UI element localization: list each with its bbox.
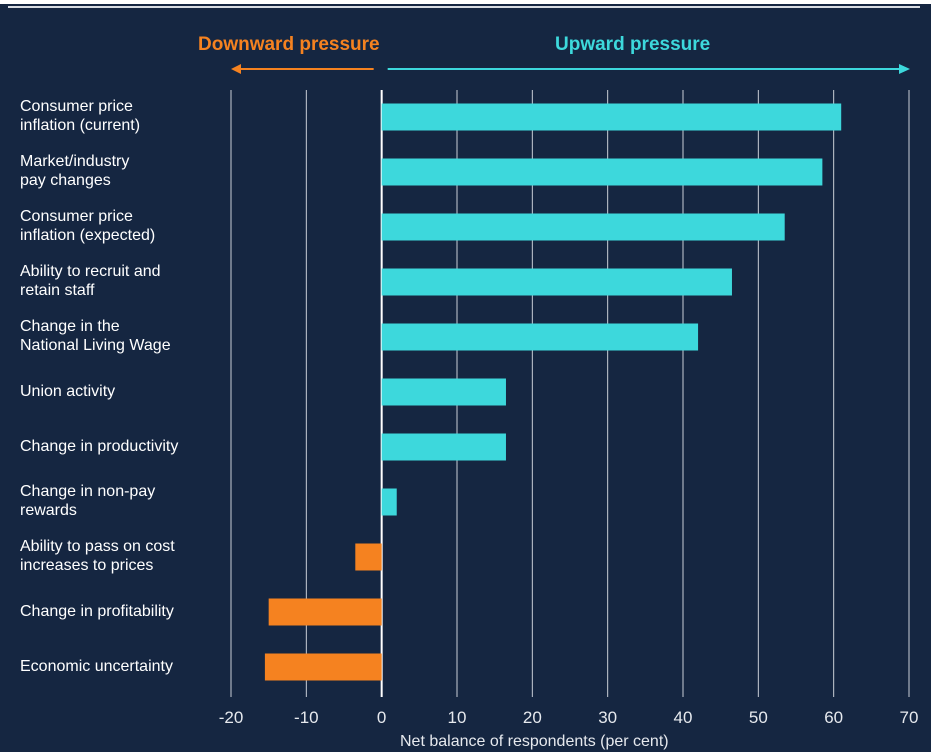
x-tick-label: 40 [674,708,693,727]
category-label: Change in non-pay [20,483,156,500]
x-tick-label: 70 [900,708,919,727]
x-tick-label: -10 [294,708,319,727]
downward-pressure-label: Downward pressure [198,34,380,55]
category-label: pay changes [20,172,111,189]
category-label: Ability to recruit and [20,263,161,280]
top-rule [8,6,920,8]
category-label: increases to prices [20,557,154,574]
bar [381,433,506,461]
bar [268,598,382,626]
category-label: Consumer price [20,98,133,115]
upward-arrow-head [899,64,910,74]
category-label: Change in productivity [20,437,179,455]
bar [381,488,397,516]
bar [381,378,506,406]
category-label: Market/industry [20,153,130,170]
category-label: inflation (expected) [20,227,156,244]
category-label: Ability to pass on cost [20,538,175,555]
bar [381,103,842,131]
category-label: Consumer price [20,208,133,225]
bar [381,268,732,296]
x-tick-label: 60 [824,708,843,727]
x-tick-label: 50 [749,708,768,727]
category-label: inflation (current) [20,117,141,134]
category-label: retain staff [20,282,95,299]
x-axis-title: Net balance of respondents (per cent) [400,733,669,750]
category-label: Economic uncertainty [20,657,173,675]
category-label: Change in profitability [20,602,174,620]
x-tick-label: 10 [448,708,467,727]
x-tick-label: 0 [377,708,386,727]
downward-arrow-head [231,64,241,74]
bar [264,653,382,681]
bar [381,213,785,241]
x-tick-label: -20 [219,708,244,727]
x-tick-label: 30 [598,708,617,727]
bar [355,543,382,571]
upward-pressure-label: Upward pressure [555,34,711,55]
x-tick-label: 20 [523,708,542,727]
bar [381,323,699,351]
category-label: National Living Wage [20,337,171,354]
bar [381,158,823,186]
category-label: Union activity [20,382,116,400]
category-label: Change in the [20,318,120,335]
category-label: rewards [20,502,77,519]
